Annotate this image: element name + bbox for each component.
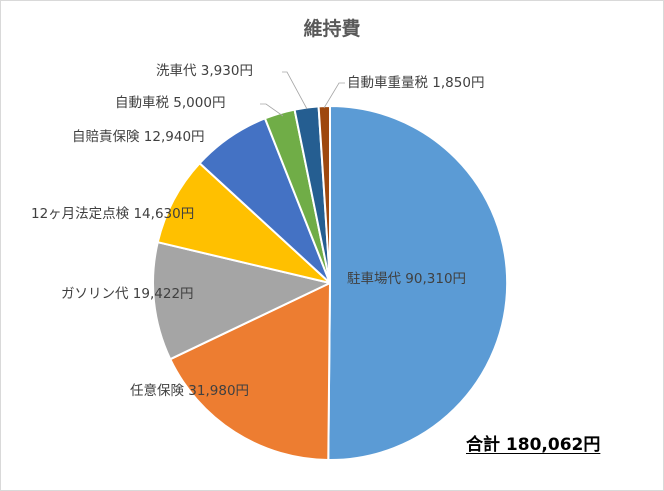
pie-slice <box>327 105 509 461</box>
data-label-gasoline: ガソリン代 19,422円 <box>61 286 194 302</box>
leader-line <box>260 103 284 117</box>
data-label-optional-insurance: 任意保険 31,980円 <box>130 383 250 399</box>
pie-slice <box>156 162 331 284</box>
pie-slice <box>169 282 331 461</box>
data-label-parking: 駐車場代 90,310円 <box>347 271 467 287</box>
data-label-compulsory-insurance: 自賠責保険 12,940円 <box>72 129 205 145</box>
pie-slices <box>152 105 509 461</box>
leader-line <box>323 82 345 109</box>
data-label-weight-tax: 自動車重量税 1,850円 <box>347 75 485 91</box>
data-label-car-wash: 洗車代 3,930円 <box>156 63 253 79</box>
pie-slice <box>317 105 331 284</box>
data-label-inspection: 12ヶ月法定点検 14,630円 <box>31 206 195 222</box>
leader-line <box>282 71 308 110</box>
data-label-car-tax: 自動車税 5,000円 <box>115 95 226 111</box>
pie-slice <box>152 241 331 361</box>
total-label: 合計 180,062円 <box>466 435 601 455</box>
chart-title: 維持費 <box>303 18 361 40</box>
leader-lines <box>260 71 345 117</box>
